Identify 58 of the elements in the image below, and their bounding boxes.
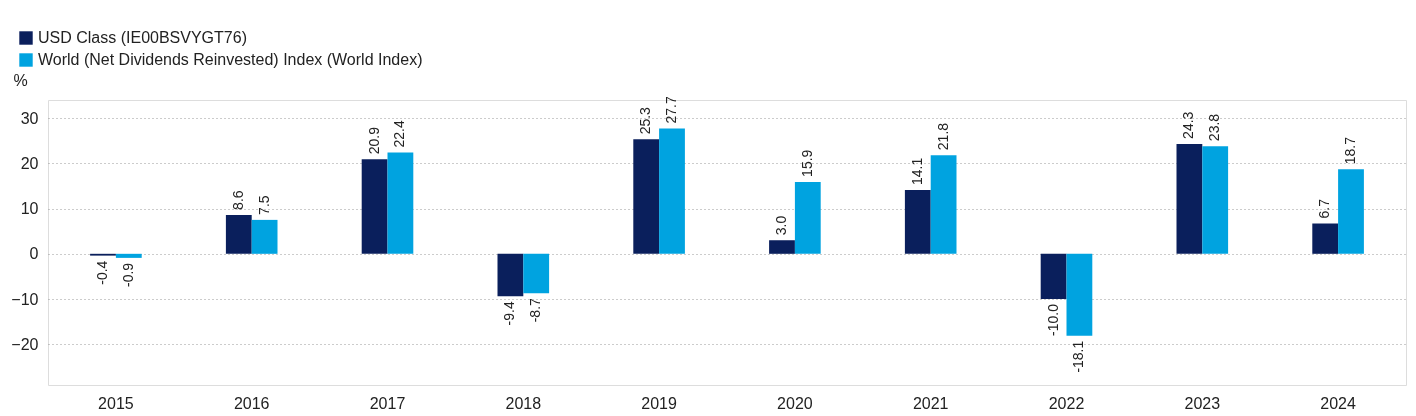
legend-label: USD Class (IE00BSVYGT76) [38,29,247,46]
y-tick-label: 20 [20,154,39,172]
data-label: 23.8 [1206,113,1223,142]
y-tick-label: −20 [11,335,39,353]
data-label: 20.9 [365,126,382,155]
y-tick-label: 30 [20,109,39,127]
x-tick-label: 2017 [369,394,406,412]
data-label: -8.7 [527,297,544,323]
data-label: 21.8 [934,122,951,151]
y-axis-title: % [13,71,28,89]
x-tick-label: 2024 [1320,394,1356,412]
legend-label: World (Net Dividends Reinvested) Index (World Index) [38,51,423,68]
x-tick-label: 2022 [1048,394,1085,412]
bar [633,139,660,254]
data-label: 6.7 [1316,198,1333,219]
data-label: -18.1 [1070,340,1087,373]
bar [1066,253,1093,336]
bar [794,181,821,254]
bar [497,253,524,297]
data-label: 27.7 [663,96,679,124]
bar [251,219,278,254]
data-label: 7.5 [255,195,272,215]
data-label: 25.3 [637,106,654,135]
data-label: 24.3 [1180,111,1197,139]
data-label: -0.4 [94,260,110,285]
x-tick-label: 2019 [641,394,677,412]
data-label: 22.4 [391,120,408,148]
x-tick-label: 2020 [777,394,813,412]
y-tick-label: −10 [11,290,39,308]
bar [225,214,252,254]
bar [1176,143,1203,254]
data-label: 14.1 [908,157,925,186]
x-tick-label: 2018 [505,394,542,412]
data-label: 3.0 [773,215,789,236]
bar [387,152,414,254]
y-tick-label: 0 [29,245,39,263]
x-tick-label: 2023 [1184,394,1221,412]
bar [769,240,795,254]
bar [1040,253,1067,300]
x-tick-label: 2021 [912,394,949,412]
bar [930,155,957,254]
bar [115,253,142,258]
bar [659,128,685,254]
data-label: 18.7 [1342,136,1358,165]
x-tick-label: 2015 [98,394,134,412]
y-tick-label: 10 [20,200,39,218]
bar [361,159,388,254]
bar [1312,223,1339,254]
bar [1202,146,1229,254]
data-label: -0.9 [119,262,136,288]
x-tick-label: 2016 [233,394,270,412]
bar [904,190,931,254]
data-label: -9.4 [501,301,518,326]
bar [1338,169,1364,254]
data-label: 8.6 [229,190,246,210]
data-label: -10.0 [1044,303,1061,336]
data-label: 15.9 [798,149,815,177]
bar [523,253,550,294]
